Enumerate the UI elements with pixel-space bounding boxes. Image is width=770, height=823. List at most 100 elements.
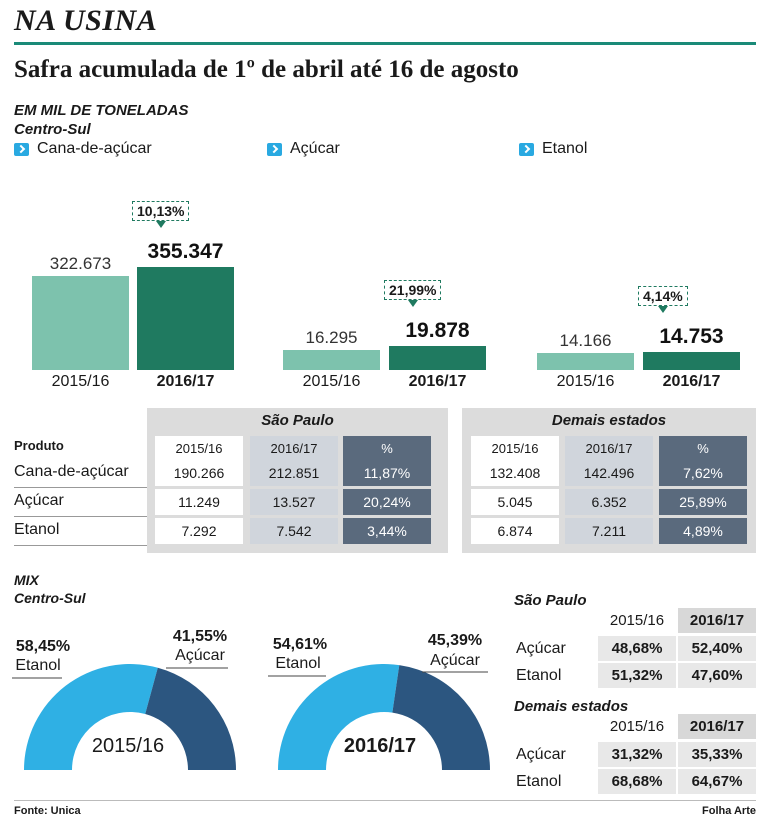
table-col-header: 2016/17 [250, 436, 338, 462]
table-cell: 20,24% [343, 489, 431, 515]
credit-label: Folha Arte [702, 805, 756, 817]
bar-0-1 [137, 267, 234, 370]
table-cell: 11,87% [343, 460, 431, 486]
mix-col-header: 2015/16 [598, 714, 676, 739]
bar-value-label: 16.295 [305, 328, 358, 347]
bar-value-label: 19.878 [405, 319, 470, 342]
legend-etanol: Etanol [519, 140, 587, 158]
table-row-label: Cana-de-açúcar [14, 463, 129, 480]
legend-label: Açúcar [290, 140, 340, 157]
arrow-icon [267, 142, 282, 156]
table-row-rule [14, 516, 147, 517]
bar-value-label: 14.753 [659, 325, 724, 348]
bar-value-label: 322.673 [49, 254, 112, 273]
table-row-label: Açúcar [14, 492, 64, 509]
mix-cell: 35,33% [678, 742, 756, 767]
bar-1-0 [283, 350, 380, 370]
mix-row-label: Etanol [516, 667, 562, 684]
bar-2-1 [643, 352, 740, 370]
table-col-header: 2015/16 [155, 436, 243, 462]
mix-row-label: Etanol [516, 773, 562, 790]
donut2-year: 2016/17 [343, 735, 417, 757]
bar-value-label: 355.347 [147, 240, 224, 263]
table-cell: 142.496 [565, 460, 653, 486]
mix-title: MIX [14, 572, 39, 588]
bar-year-label: 2016/17 [156, 373, 215, 390]
donut2-acucar-label: Açúcar [430, 652, 480, 669]
table-cell: 132.408 [471, 460, 559, 486]
headline: Safra acumulada de 1º de abril até 16 de… [14, 56, 519, 83]
footer-rule [14, 800, 756, 801]
donut1-acucar-label: Açúcar [175, 647, 225, 664]
bar-year-label: 2015/16 [556, 373, 615, 390]
mix-cell: 68,68% [598, 769, 676, 794]
bar-1-1 [389, 346, 486, 370]
region-label: Centro-Sul [14, 121, 91, 138]
bar-value-label: 14.166 [559, 331, 612, 350]
donut1-acucar-pct: 41,55% [172, 628, 228, 645]
legend-cana: Cana-de-açúcar [14, 140, 152, 158]
table-cell: 7.542 [250, 518, 338, 544]
change-pct-callout: 10,13% [132, 201, 190, 228]
panel-title-other: Demais estados [551, 412, 667, 429]
table-cell: 6.874 [471, 518, 559, 544]
donut1-year: 2015/16 [91, 735, 165, 757]
source-label: Fonte: Unica [14, 805, 81, 817]
mix-region: Centro-Sul [14, 590, 86, 606]
change-pct-callout: 4,14% [638, 286, 688, 313]
table-cell: 13.527 [250, 489, 338, 515]
table-cell: 4,89% [659, 518, 747, 544]
mix-cell: 51,32% [598, 663, 676, 688]
unit-label: EM MIL DE TONELADAS [14, 102, 189, 119]
product-header: Produto [14, 438, 64, 453]
donut-charts [12, 664, 490, 770]
table-col-header: % [659, 436, 747, 462]
kicker: NA USINA [14, 4, 158, 37]
table-col-header: 2015/16 [471, 436, 559, 462]
change-pct-callout: 21,99% [384, 280, 442, 307]
bar-year-label: 2015/16 [51, 373, 110, 390]
bar-year-label: 2016/17 [408, 373, 467, 390]
panel-title-sp: São Paulo [261, 412, 334, 429]
donut1-etanol-label: Etanol [15, 657, 61, 674]
mix-col-header: 2016/17 [678, 714, 756, 739]
bar-year-label: 2016/17 [662, 373, 721, 390]
donut2-etanol-label: Etanol [275, 655, 321, 672]
donut1-slice-acucar [145, 667, 236, 770]
table-cell: 190.266 [155, 460, 243, 486]
table-cell: 7.292 [155, 518, 243, 544]
table-row-label: Etanol [14, 521, 60, 538]
arrow-icon [519, 142, 534, 156]
donut2-etanol-pct: 54,61% [272, 636, 328, 653]
donut2-slice-etanol [278, 664, 400, 770]
table-cell: 212.851 [250, 460, 338, 486]
table-cell: 6.352 [565, 489, 653, 515]
mix-row-label: Açúcar [516, 640, 566, 657]
mix-cell: 31,32% [598, 742, 676, 767]
table-row-rule [14, 545, 147, 546]
mix-cell: 48,68% [598, 636, 676, 661]
donut2-slice-acucar [392, 665, 490, 770]
table-col-header: % [343, 436, 431, 462]
table-col-header: 2016/17 [565, 436, 653, 462]
legend-acucar: Açúcar [267, 140, 340, 158]
table-cell: 3,44% [343, 518, 431, 544]
legend-label: Cana-de-açúcar [37, 140, 152, 157]
table-cell: 7,62% [659, 460, 747, 486]
table-cell: 25,89% [659, 489, 747, 515]
mix-cell: 47,60% [678, 663, 756, 688]
mix-col-header: 2016/17 [678, 608, 756, 633]
mix-col-header: 2015/16 [598, 608, 676, 633]
mix-other-title: Demais estados [514, 698, 629, 715]
mix-sp-title: São Paulo [514, 592, 587, 609]
table-cell: 11.249 [155, 489, 243, 515]
table-cell: 5.045 [471, 489, 559, 515]
mix-cell: 64,67% [678, 769, 756, 794]
bar-0-0 [32, 276, 129, 370]
bar-year-label: 2015/16 [302, 373, 361, 390]
bar-2-0 [537, 353, 634, 370]
donut1-slice-etanol [24, 664, 158, 770]
donut1-etanol-pct: 58,45% [15, 638, 71, 655]
donut2-acucar-pct: 45,39% [427, 632, 483, 649]
mix-cell: 52,40% [678, 636, 756, 661]
